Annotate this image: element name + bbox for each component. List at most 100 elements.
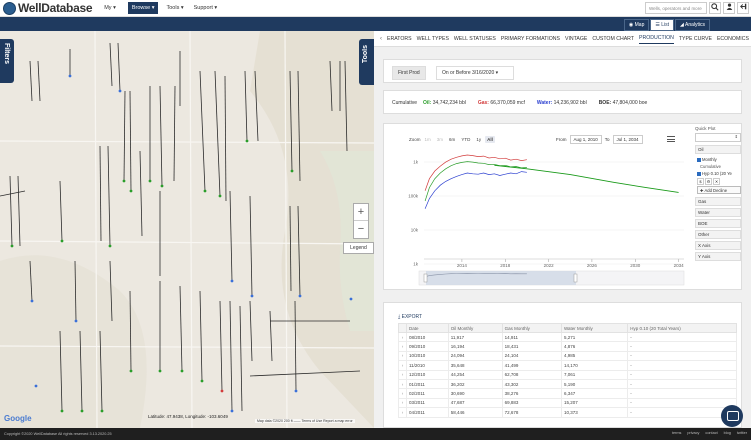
tab-vintage[interactable]: VINTAGE — [565, 35, 588, 42]
range-1y-button[interactable]: 1y — [476, 137, 482, 142]
production-chart[interactable]: Zoom 1m 3m 6m YTD 1y All From Aug 1, 201… — [384, 124, 689, 289]
table-row[interactable]: › 09/2010 16,194 18,431 4,876- — [398, 341, 737, 352]
logo[interactable]: WellDatabase — [3, 1, 93, 15]
row-expand-icon[interactable]: › — [398, 407, 407, 418]
footer-link-terms[interactable]: terms — [671, 431, 682, 435]
tabs-left-arrow-icon[interactable]: ‹ — [380, 35, 382, 42]
analytics-view-button[interactable]: ◢ Analytics — [675, 19, 710, 31]
footer-link-contact[interactable]: contact — [705, 431, 718, 435]
production-table-card: ⤓ EXPORT Date Oil Monthly Gas Monthly Wa… — [383, 302, 742, 428]
dollar-icon[interactable]: $ — [697, 178, 704, 185]
search-input[interactable]: Wells, operators and more — [645, 2, 707, 14]
table-header-date[interactable]: Date — [406, 323, 449, 333]
navigator-right-handle — [573, 273, 578, 283]
search-icon[interactable] — [709, 2, 721, 14]
logout-icon[interactable] — [737, 2, 749, 14]
list-view-button[interactable]: ☰ List — [650, 19, 675, 31]
row-expand-icon[interactable]: › — [398, 360, 407, 371]
cumulative-oil-value: 34,742,234 bbl — [432, 100, 466, 106]
table-row[interactable]: › 01/2011 36,202 43,302 5,190- — [398, 378, 737, 390]
map-view-button[interactable]: ◉ Map — [623, 19, 650, 31]
nav-my[interactable]: My ▾ — [104, 5, 116, 11]
table-row[interactable]: › 08/2010 11,917 14,911 5,271- — [398, 331, 737, 343]
top-nav: WellDatabase My ▾ Browse ▾ Tools ▾ Suppo… — [0, 0, 751, 17]
range-ytd-button[interactable]: YTD — [461, 137, 471, 142]
quick-plot-water[interactable]: Water — [695, 208, 741, 217]
quick-plot-x-axis[interactable]: X Axis — [695, 241, 741, 250]
table-row[interactable]: › 11/2010 35,648 41,499 14,170- — [398, 360, 737, 371]
row-expand-icon[interactable]: › — [398, 369, 407, 380]
table-row[interactable]: › 04/2011 58,446 72,678 10,373- — [398, 407, 737, 418]
quick-plot-boe[interactable]: BOE — [695, 219, 741, 228]
range-all-button[interactable]: All — [485, 136, 495, 143]
range-3m-button[interactable]: 3m — [436, 137, 444, 142]
chart-menu-icon[interactable] — [667, 136, 675, 142]
gear-icon[interactable]: ⚙ — [705, 178, 712, 185]
quick-plot-y-axis[interactable]: Y Axis — [695, 252, 741, 261]
from-date-input[interactable]: Aug 1, 2010 — [569, 135, 602, 144]
quick-plot-gas[interactable]: Gas — [695, 197, 741, 206]
table-header-oil[interactable]: Oil Monthly — [447, 323, 503, 333]
zoom-out-button[interactable]: − — [357, 223, 365, 235]
to-date-input[interactable]: Jul 1, 2034 — [612, 135, 643, 144]
footer-link-twitter[interactable]: twitter — [736, 431, 747, 435]
tools-tab[interactable]: Tools — [359, 39, 374, 85]
legend-button[interactable]: Legend — [343, 242, 374, 254]
filters-tab[interactable]: Filters — [0, 39, 14, 83]
cell-date: 09/2010 — [406, 341, 449, 352]
add-decline-button[interactable]: ✚ Add Decline — [697, 186, 741, 194]
chat-button[interactable] — [721, 405, 743, 427]
tab-operators[interactable]: ERATORS — [387, 35, 412, 42]
cell-oil: 47,687 — [447, 397, 503, 409]
tab-economics[interactable]: ECONOMICS — [716, 35, 749, 42]
nav-browse[interactable]: Browse ▾ — [127, 2, 159, 14]
table-header-water[interactable]: Water Monthly — [560, 323, 629, 333]
map-attribution[interactable]: Map data ©2020 200 ft —— Terms of Use Re… — [255, 419, 355, 423]
table-header-gas[interactable]: Gas Monthly — [501, 323, 562, 333]
oil-cumulative-option[interactable]: Cumulative — [700, 164, 721, 169]
tab-well-statuses[interactable]: WELL STATUSES — [453, 35, 496, 42]
cumulative-card: Cumulative Oil: 34,742,234 bbl Gas: 66,3… — [383, 90, 742, 114]
hyp-decline-checkbox[interactable]: Hyp 0.10 (20 Ye — [695, 170, 741, 177]
quick-plot-other[interactable]: Other — [695, 230, 741, 239]
tab-custom-chart[interactable]: CUSTOM CHART — [592, 35, 634, 42]
cell-hyp: - — [627, 397, 737, 409]
close-icon[interactable]: ✕ — [713, 178, 720, 185]
analytics-panel: ‹ ERATORS WELL TYPES WELL STATUSES PRIMA… — [374, 31, 751, 428]
table-row[interactable]: › 02/2011 30,690 38,276 6,347- — [398, 388, 737, 399]
user-icon[interactable] — [723, 2, 735, 14]
row-expand-icon[interactable]: › — [398, 397, 407, 409]
x-tick-label: 2034 — [674, 263, 685, 268]
tab-type-curve[interactable]: TYPE CURVE — [678, 35, 712, 42]
row-expand-icon[interactable]: › — [398, 350, 407, 362]
nav-tools[interactable]: Tools ▾ — [166, 5, 184, 11]
tab-production[interactable]: PRODUCTION — [639, 33, 674, 44]
export-button[interactable]: ⤓ EXPORT — [398, 314, 422, 320]
quick-plot-select[interactable]: ⇕ — [695, 133, 741, 142]
footer-link-blog[interactable]: blog — [723, 431, 731, 435]
range-6m-button[interactable]: 6m — [449, 137, 456, 142]
nav-support[interactable]: Support ▾ — [193, 5, 218, 11]
tab-well-types[interactable]: WELL TYPES — [416, 35, 449, 42]
table-header-hyp[interactable]: Hyp 0.10 (20 Total Years) — [627, 323, 737, 333]
row-expand-icon[interactable]: › — [398, 331, 407, 343]
row-expand-icon[interactable]: › — [398, 378, 407, 390]
map-canvas[interactable]: Filters Tools + − Legend Google Latitude… — [0, 31, 374, 428]
zoom-in-button[interactable]: + — [354, 204, 368, 221]
oil-monthly-checkbox[interactable]: Monthly — [695, 156, 741, 163]
row-expand-icon[interactable]: › — [398, 388, 407, 399]
footer-link-privacy[interactable]: privacy — [687, 431, 700, 435]
nav-right: Wells, operators and more — [645, 2, 749, 14]
range-selector: Zoom 1m 3m 6m YTD 1y All — [409, 136, 495, 143]
range-1m-button[interactable]: 1m — [424, 137, 431, 142]
cumulative-label: Cumulative — [392, 100, 418, 106]
quick-plot-oil[interactable]: Oil — [695, 145, 741, 154]
first-prod-select[interactable]: On or Before 3/16/2020 ▾ — [436, 66, 514, 80]
table-row[interactable]: › 10/2010 24,094 24,104 4,985- — [398, 350, 737, 362]
tab-primary-formations[interactable]: PRIMARY FORMATIONS — [500, 35, 560, 42]
export-icon: ⤓ — [398, 314, 401, 320]
table-row[interactable]: › 03/2011 47,687 69,883 15,207- — [398, 397, 737, 409]
view-bar: ◉ Map ☰ List ◢ Analytics — [0, 17, 751, 31]
table-row[interactable]: › 12/2010 44,254 62,708 7,061- — [398, 369, 737, 380]
row-expand-icon[interactable]: › — [398, 341, 407, 352]
